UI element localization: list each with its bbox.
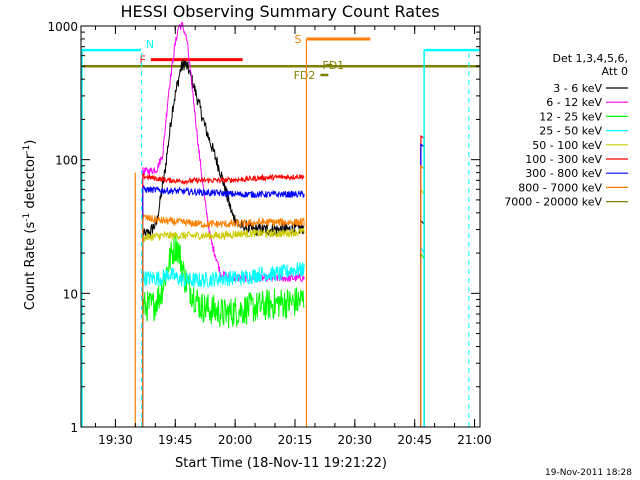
series-line-s800 xyxy=(142,213,305,427)
legend-label-s3: 3 - 6 keV xyxy=(553,82,602,95)
flag-label-N: N xyxy=(146,38,154,51)
x-axis-label: Start Time (18-Nov-11 19:21:22) xyxy=(175,456,387,471)
flag-label-FD2: FD2 xyxy=(294,69,316,82)
legend-label-s100: 100 - 300 keV xyxy=(525,153,602,166)
x-axis-ticks: 19:30 19:45 20:00 20:15 20:30 20:45 21:00 xyxy=(94,26,492,447)
series-group xyxy=(142,21,425,427)
y-axis-label: Count Rate (s-1 detector-1) xyxy=(22,140,38,311)
x-tick-label: 19:45 xyxy=(158,433,193,447)
legend-label-s7000: 7000 - 20000 keV xyxy=(504,196,602,209)
y-tick-label: 100 xyxy=(55,154,78,168)
y-axis-label-part3: ) xyxy=(23,140,38,145)
x-tick-label: 19:30 xyxy=(98,433,133,447)
chart-title: HESSI Observing Summary Count Rates xyxy=(120,2,439,21)
y-tick-label: 10 xyxy=(63,287,78,301)
legend-header-1: Det 1,3,4,5,6, xyxy=(552,52,628,65)
x-tick-label: 20:15 xyxy=(278,433,313,447)
vertical-markers xyxy=(81,38,470,427)
legend-header-2: Att 0 xyxy=(602,65,628,78)
legend-label-s12: 12 - 25 keV xyxy=(539,110,602,123)
legend-label-s25: 25 - 50 keV xyxy=(539,125,602,138)
y-axis-label-sup2: -1 xyxy=(22,145,32,154)
series-line-s100 xyxy=(142,172,305,427)
y-axis-label-part1: Count Rate (s xyxy=(23,222,38,311)
y-tick-label: 1 xyxy=(70,421,78,435)
series-line-s12 xyxy=(142,233,305,427)
legend-label-s300: 300 - 800 keV xyxy=(525,167,602,180)
y-axis-label-part2: detector xyxy=(23,153,38,213)
y-axis-ticks: 1 10 100 1000 xyxy=(47,20,480,435)
axes-frame xyxy=(80,25,481,428)
observing-flags: NFSFD1FD2 xyxy=(81,33,480,82)
series-line-s6 xyxy=(142,21,305,427)
series-line-s50 xyxy=(142,228,305,427)
x-tick-label: 21:00 xyxy=(457,433,492,447)
series-line-s25 xyxy=(142,261,305,427)
series-line-s3 xyxy=(142,59,305,427)
legend-label-s800: 800 - 7000 keV xyxy=(518,181,602,194)
footer-date: 19-Nov-2011 18:28 xyxy=(545,468,632,478)
plot-frame xyxy=(80,25,481,428)
x-tick-label: 20:00 xyxy=(218,433,253,447)
x-tick-label: 20:45 xyxy=(397,433,432,447)
series-line-s300 xyxy=(142,184,305,427)
x-tick-label: 20:30 xyxy=(338,433,373,447)
legend-label-s50: 50 - 100 keV xyxy=(532,139,602,152)
y-axis-label-sup1: -1 xyxy=(22,213,32,222)
y-tick-label: 1000 xyxy=(47,20,78,34)
flag-label-S: S xyxy=(294,33,301,46)
legend-label-s6: 6 - 12 keV xyxy=(546,96,602,109)
flag-label-F: F xyxy=(139,54,145,67)
